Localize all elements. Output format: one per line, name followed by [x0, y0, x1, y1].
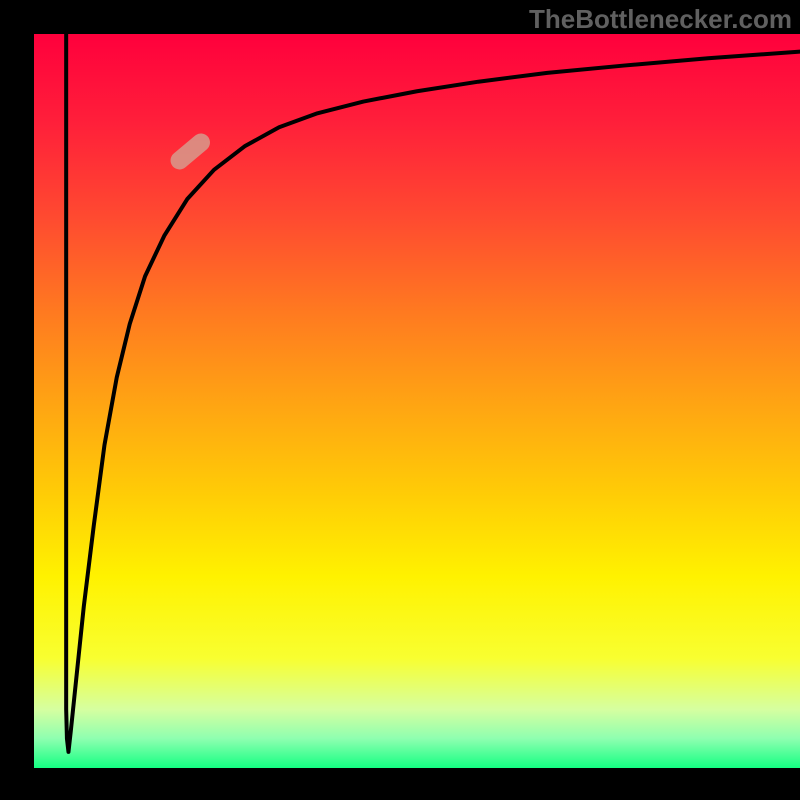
- plot-svg: [34, 34, 800, 768]
- chart-frame: TheBottlenecker.com: [0, 0, 800, 800]
- plot-area: [34, 34, 800, 768]
- watermark-text: TheBottlenecker.com: [529, 4, 792, 35]
- gradient-background: [34, 34, 800, 768]
